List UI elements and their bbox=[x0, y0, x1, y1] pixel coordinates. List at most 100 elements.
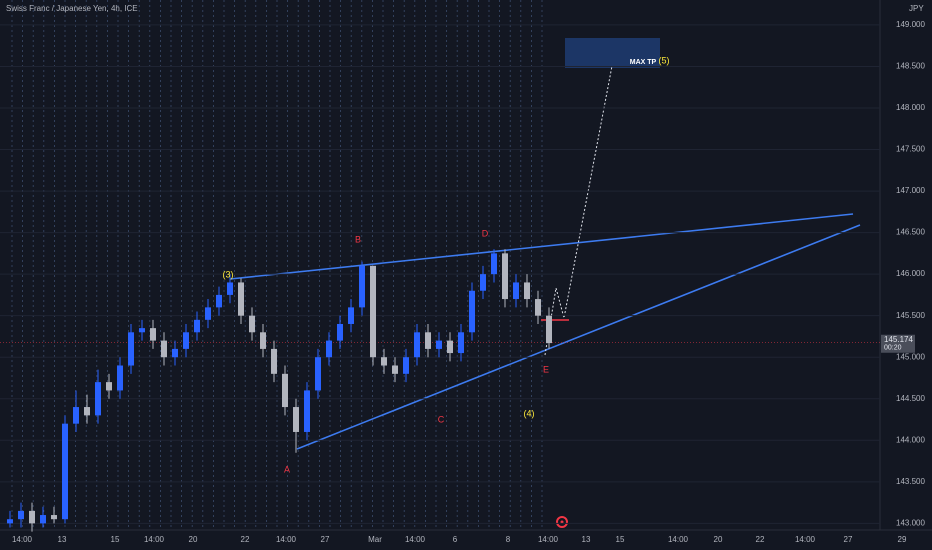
x-tick-label: 22 bbox=[756, 535, 765, 544]
candle-body bbox=[73, 407, 79, 424]
candle-body bbox=[370, 265, 376, 358]
x-tick-label: 22 bbox=[241, 535, 250, 544]
candle-body bbox=[161, 340, 167, 358]
y-tick-label: 148.500 bbox=[896, 62, 925, 71]
x-tick-label: 29 bbox=[898, 535, 907, 544]
price-tag-value: 145.174 bbox=[884, 335, 913, 344]
candle-body bbox=[381, 357, 387, 366]
candle-body bbox=[205, 307, 211, 320]
y-tick-label: 144.500 bbox=[896, 394, 925, 403]
candle-body bbox=[513, 282, 519, 300]
candle-body bbox=[40, 515, 46, 524]
y-tick-label: 149.000 bbox=[896, 20, 925, 29]
candle-body bbox=[337, 323, 343, 341]
candle-body bbox=[216, 294, 222, 308]
candle-body bbox=[304, 390, 310, 432]
candle-body bbox=[18, 510, 24, 520]
candle-body bbox=[436, 340, 442, 349]
candle-body bbox=[315, 357, 321, 391]
candle-body bbox=[458, 332, 464, 354]
candle-body bbox=[260, 332, 266, 349]
x-tick-label: 15 bbox=[111, 535, 120, 544]
wave-label: (4) bbox=[524, 408, 535, 418]
wave-label: (3) bbox=[223, 269, 234, 279]
candle-body bbox=[535, 299, 541, 316]
price-tag-countdown: 00:20 bbox=[884, 345, 902, 352]
candle-body bbox=[7, 519, 13, 524]
y-tick-label: 143.500 bbox=[896, 477, 925, 486]
lower-trendline bbox=[296, 224, 861, 450]
x-tick-label: 14:00 bbox=[668, 535, 689, 544]
y-tick-label: 144.000 bbox=[896, 435, 925, 444]
x-tick-label: 20 bbox=[714, 535, 723, 544]
price-tag-box bbox=[881, 334, 915, 353]
event-icon-dot bbox=[560, 520, 564, 524]
candle-body bbox=[227, 282, 233, 295]
axis-unit: JPY bbox=[909, 4, 924, 13]
wave-label: MAX TP bbox=[630, 59, 657, 66]
wave-label: E bbox=[543, 364, 549, 374]
candle-body bbox=[84, 407, 90, 416]
wave-label: D bbox=[482, 228, 489, 238]
candle-body bbox=[29, 510, 35, 524]
x-tick-label: 13 bbox=[58, 535, 67, 544]
candle-body bbox=[106, 382, 112, 391]
y-tick-label: 147.500 bbox=[896, 145, 925, 154]
candle-body bbox=[469, 290, 475, 333]
candle-body bbox=[447, 340, 453, 354]
candle-body bbox=[293, 407, 299, 432]
x-tick-label: 8 bbox=[506, 535, 511, 544]
candle-body bbox=[238, 282, 244, 316]
candle-body bbox=[502, 253, 508, 300]
candle-body bbox=[359, 265, 365, 308]
candle-body bbox=[480, 274, 486, 291]
candle-body bbox=[282, 373, 288, 408]
x-tick-label: 14:00 bbox=[538, 535, 559, 544]
chart-title: Swiss Franc / Japanese Yen, 4h, ICE bbox=[6, 4, 138, 13]
wave-label: A bbox=[284, 464, 290, 474]
x-tick-label: 14:00 bbox=[12, 535, 33, 544]
y-tick-label: 147.000 bbox=[896, 186, 925, 195]
event-icon bbox=[556, 516, 568, 528]
candle-body bbox=[414, 332, 420, 358]
y-tick-label: 146.500 bbox=[896, 228, 925, 237]
candle-body bbox=[491, 253, 497, 275]
candle-body bbox=[425, 332, 431, 349]
candle-body bbox=[271, 348, 277, 374]
candle-body bbox=[95, 382, 101, 416]
session-lines bbox=[11, 0, 543, 530]
y-tick-label: 143.000 bbox=[896, 518, 925, 527]
candle-body bbox=[403, 357, 409, 374]
x-tick-label: Mar bbox=[368, 535, 382, 544]
candle-body bbox=[194, 319, 200, 333]
candle-body bbox=[172, 348, 178, 358]
wave-label: (5) bbox=[659, 55, 670, 65]
x-tick-label: 14:00 bbox=[276, 535, 297, 544]
candle-body bbox=[139, 328, 145, 333]
candle-body bbox=[183, 332, 189, 349]
candle-body bbox=[392, 365, 398, 374]
x-tick-label: 13 bbox=[582, 535, 591, 544]
candle-body bbox=[326, 340, 332, 358]
candle-body bbox=[62, 423, 68, 520]
candle-body bbox=[249, 315, 255, 333]
x-tick-label: 6 bbox=[453, 535, 458, 544]
x-tick-label: 14:00 bbox=[405, 535, 426, 544]
wave-label: C bbox=[438, 414, 445, 424]
x-tick-label: 14:00 bbox=[144, 535, 165, 544]
y-tick-label: 145.500 bbox=[896, 311, 925, 320]
target-box bbox=[565, 38, 660, 68]
x-tick-label: 27 bbox=[844, 535, 853, 544]
candle-body bbox=[51, 515, 57, 520]
x-tick-label: 14:00 bbox=[795, 535, 816, 544]
candle-body bbox=[524, 282, 530, 300]
wave-label: B bbox=[355, 234, 361, 244]
candle-body bbox=[128, 332, 134, 366]
candle-body bbox=[348, 307, 354, 324]
candle-body bbox=[117, 365, 123, 391]
y-tick-label: 145.000 bbox=[896, 352, 925, 361]
x-tick-label: 20 bbox=[189, 535, 198, 544]
x-tick-label: 15 bbox=[616, 535, 625, 544]
